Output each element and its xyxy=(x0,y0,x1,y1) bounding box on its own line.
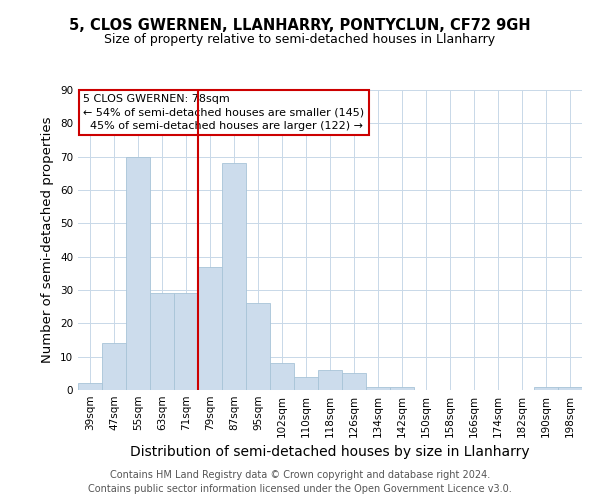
Y-axis label: Number of semi-detached properties: Number of semi-detached properties xyxy=(41,116,55,363)
Bar xyxy=(294,376,318,390)
Bar xyxy=(222,164,246,390)
Bar xyxy=(390,386,414,390)
Bar xyxy=(246,304,270,390)
Bar xyxy=(270,364,294,390)
Text: 5 CLOS GWERNEN: 78sqm
← 54% of semi-detached houses are smaller (145)
  45% of s: 5 CLOS GWERNEN: 78sqm ← 54% of semi-deta… xyxy=(83,94,364,131)
Bar xyxy=(366,386,390,390)
Bar xyxy=(558,386,582,390)
Bar xyxy=(198,266,222,390)
Bar xyxy=(318,370,342,390)
Bar xyxy=(78,384,102,390)
Bar xyxy=(126,156,150,390)
Text: 5, CLOS GWERNEN, LLANHARRY, PONTYCLUN, CF72 9GH: 5, CLOS GWERNEN, LLANHARRY, PONTYCLUN, C… xyxy=(69,18,531,32)
Text: Size of property relative to semi-detached houses in Llanharry: Size of property relative to semi-detach… xyxy=(104,32,496,46)
X-axis label: Distribution of semi-detached houses by size in Llanharry: Distribution of semi-detached houses by … xyxy=(130,446,530,460)
Bar xyxy=(150,294,174,390)
Text: Contains HM Land Registry data © Crown copyright and database right 2024.
Contai: Contains HM Land Registry data © Crown c… xyxy=(88,470,512,494)
Bar xyxy=(534,386,558,390)
Bar xyxy=(102,344,126,390)
Bar xyxy=(342,374,366,390)
Bar xyxy=(174,294,198,390)
